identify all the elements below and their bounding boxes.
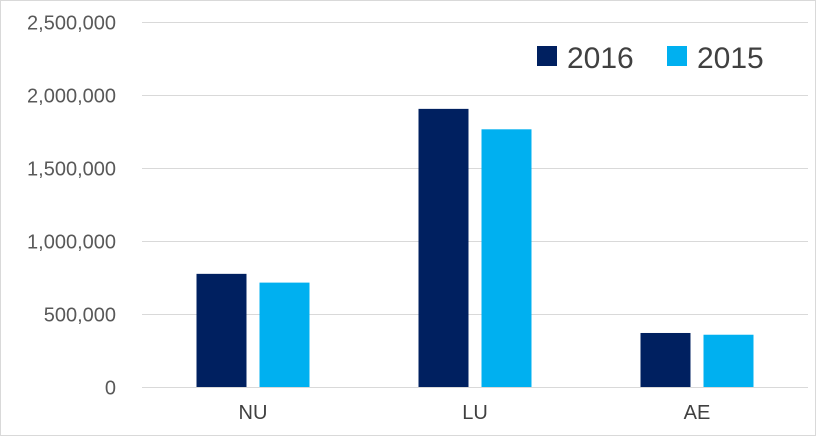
bar-lu-2015 — [481, 129, 532, 387]
y-tick-label: 0 — [105, 378, 116, 400]
x-tick-label: NU — [239, 402, 268, 424]
y-tick-label: 2,500,000 — [27, 13, 116, 35]
y-tick-label: 1,000,000 — [27, 232, 116, 254]
legend-label: 2016 — [567, 42, 634, 75]
legend-swatch-2015 — [667, 46, 687, 66]
bar-nu-2016 — [196, 273, 247, 387]
y-tick-label: 2,000,000 — [27, 86, 116, 108]
bar-ae-2016 — [640, 332, 691, 387]
legend-label: 2015 — [697, 42, 764, 75]
y-tick-label: 1,500,000 — [27, 159, 116, 181]
legend-swatch-2016 — [537, 46, 557, 66]
bar-ae-2015 — [703, 334, 754, 387]
bar-lu-2016 — [418, 108, 469, 388]
y-tick-label: 500,000 — [44, 305, 116, 327]
x-tick-label: LU — [462, 402, 488, 424]
bar-nu-2015 — [259, 282, 310, 387]
x-tick-label: AE — [684, 402, 711, 424]
